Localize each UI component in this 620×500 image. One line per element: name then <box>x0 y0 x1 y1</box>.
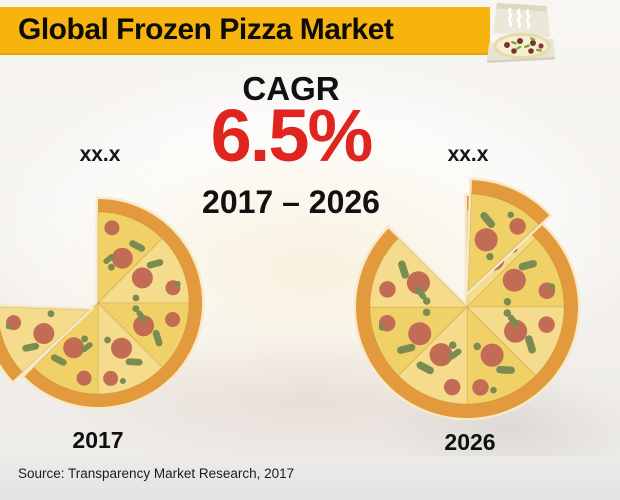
cagr-value: 6.5% <box>210 94 374 177</box>
header-banner: Global Frozen Pizza Market <box>0 7 490 55</box>
year-label-2017: 2017 <box>72 427 124 453</box>
source-attribution: Source: Transparency Market Research, 20… <box>18 466 295 481</box>
year-label-2026: 2026 <box>444 429 496 455</box>
pulled-slice <box>0 304 96 385</box>
page-title: Global Frozen Pizza Market <box>18 13 394 46</box>
cagr-label: CAGR <box>242 70 340 107</box>
pizza-chart-2017 <box>0 185 216 426</box>
cagr-period: 2017 – 2026 <box>202 184 380 220</box>
pulled-slice <box>465 177 553 297</box>
market-value-2017: xx.x <box>79 143 121 166</box>
pizza-chart-2017-svg <box>0 196 205 410</box>
pizza-chart-2026-svg <box>353 177 581 421</box>
mini-pizza-toppings <box>504 37 544 54</box>
steam-icon <box>507 7 531 29</box>
pizza-chart-2026 <box>335 175 599 444</box>
footer-strip <box>0 456 620 500</box>
pizza-box-icon <box>487 3 555 63</box>
market-value-2026: xx.x <box>447 143 489 166</box>
